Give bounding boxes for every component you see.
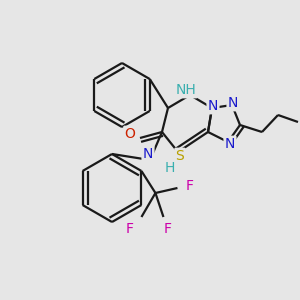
Text: NH: NH bbox=[176, 83, 197, 97]
Text: S: S bbox=[176, 149, 184, 163]
Text: O: O bbox=[124, 127, 135, 141]
Text: N: N bbox=[208, 99, 218, 113]
Text: F: F bbox=[125, 222, 134, 236]
Text: N: N bbox=[143, 147, 153, 161]
Text: F: F bbox=[164, 222, 171, 236]
Text: N: N bbox=[228, 96, 238, 110]
Text: F: F bbox=[185, 179, 194, 193]
Text: N: N bbox=[225, 137, 235, 151]
Text: H: H bbox=[165, 161, 175, 175]
